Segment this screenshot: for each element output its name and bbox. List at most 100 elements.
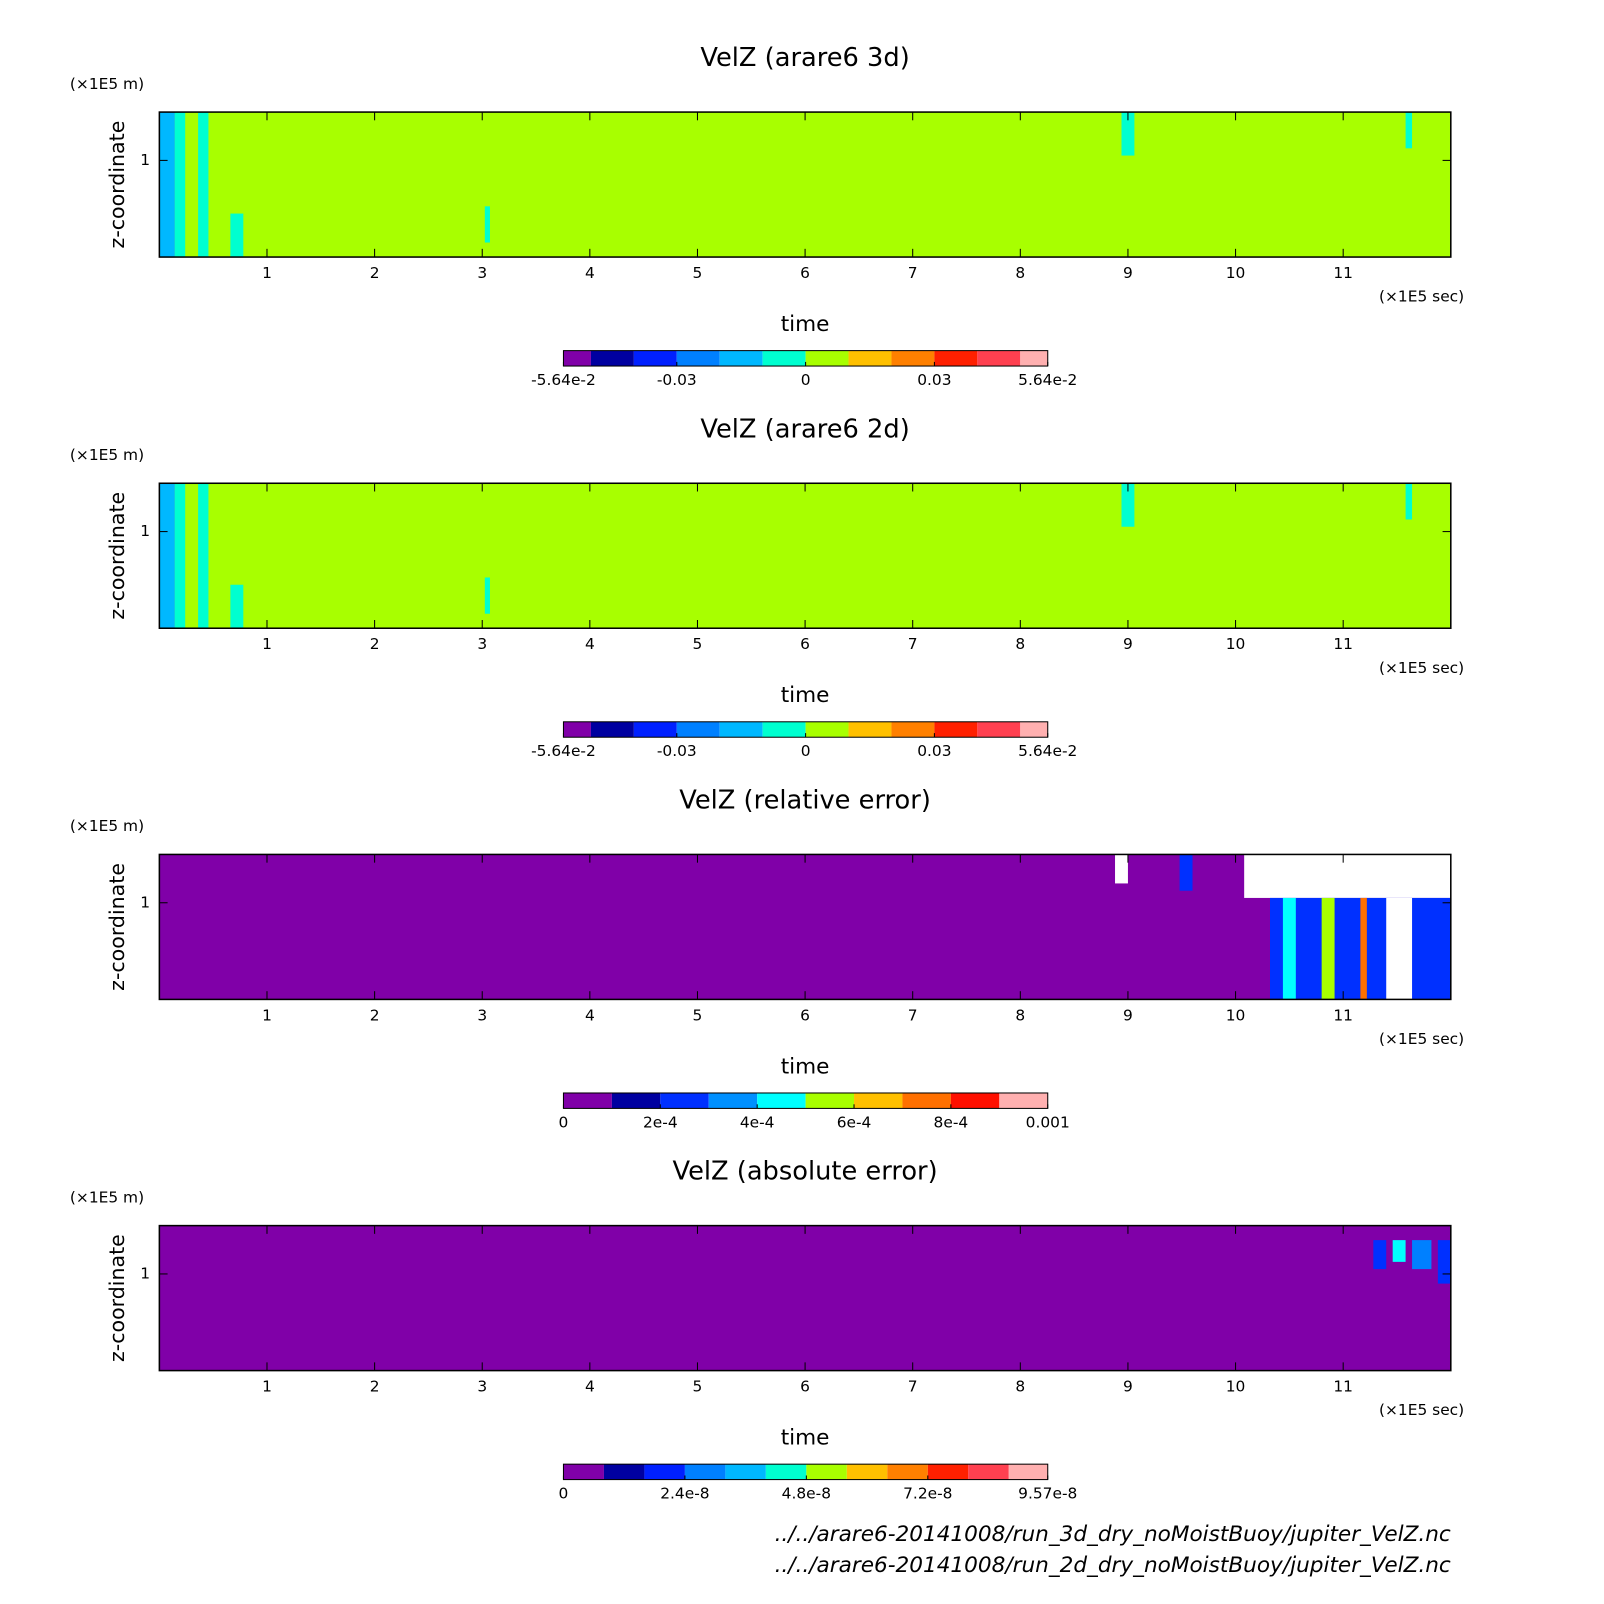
colorbar-segment — [806, 1464, 847, 1480]
chart-title: VelZ (arare6 2d) — [700, 414, 909, 444]
colorbar-segment — [977, 721, 1021, 738]
colorbar-tick-label: 0.001 — [1026, 1113, 1070, 1131]
x-unit: (×1E5 sec) — [1379, 1401, 1464, 1419]
colorbar-segment — [719, 721, 763, 738]
colorbar-segment — [708, 1092, 758, 1109]
field-feature — [230, 584, 244, 629]
colorbar-segment — [1008, 1464, 1048, 1480]
colorbar-segment — [934, 350, 978, 367]
heatmap-field — [159, 854, 1451, 1000]
colorbar-segment — [846, 1464, 888, 1480]
y-tick-label: 1 — [140, 1264, 150, 1282]
colorbar-segment — [563, 350, 591, 367]
colorbar-tick-label: -5.64e-2 — [531, 742, 596, 760]
field-feature — [1373, 1240, 1387, 1270]
x-tick-label: 7 — [908, 264, 918, 282]
x-tick-label: 1 — [262, 635, 272, 653]
y-axis-label: z-coordinate — [105, 492, 129, 620]
colorbar-segment — [719, 350, 763, 367]
x-tick-label: 2 — [370, 1006, 380, 1024]
x-tick-label: 9 — [1123, 264, 1133, 282]
colorbar-segment — [762, 721, 806, 738]
x-tick-label: 6 — [800, 264, 810, 282]
colorbar-segment — [603, 1464, 645, 1480]
colorbar-segment — [676, 721, 720, 738]
x-tick-label: 11 — [1333, 264, 1353, 282]
colorbar-segment — [805, 1092, 855, 1109]
x-tick-label: 6 — [800, 1006, 810, 1024]
colorbar-frame — [562, 1092, 1049, 1109]
field-feature — [1405, 483, 1413, 520]
x-tick-label: 10 — [1226, 1006, 1246, 1024]
colorbar-segment — [1020, 350, 1048, 367]
colorbar-segment — [563, 1092, 612, 1109]
x-tick-label: 8 — [1015, 635, 1025, 653]
x-tick-label: 6 — [800, 635, 810, 653]
y-axis-label: z-coordinate — [105, 863, 129, 991]
x-tick-label: 11 — [1333, 1378, 1353, 1396]
chart-title: VelZ (absolute error) — [673, 1157, 938, 1187]
field-feature — [1405, 112, 1413, 149]
x-tick-label: 7 — [908, 1378, 918, 1396]
colorbar-tick-label: -0.03 — [657, 742, 697, 760]
colorbar-segment — [757, 1092, 806, 1109]
field-feature — [1282, 897, 1296, 1000]
x-tick-label: 2 — [370, 635, 380, 653]
y-axis-label: z-coordinate — [105, 1234, 129, 1362]
x-tick-label: 4 — [585, 1006, 595, 1024]
field-feature — [1386, 897, 1413, 1000]
x-tick-label: 8 — [1015, 264, 1025, 282]
colorbar-frame — [562, 1463, 1049, 1481]
x-axis-label: time — [781, 1054, 830, 1079]
field-feature — [230, 213, 244, 258]
field-background — [159, 483, 1451, 629]
colorbar-tick-label: 5.64e-2 — [1018, 742, 1077, 760]
x-unit: (×1E5 sec) — [1379, 659, 1464, 677]
colorbar-segment — [934, 721, 978, 738]
colorbar-segment — [590, 350, 634, 367]
colorbar-tick-label: 0 — [559, 1484, 569, 1502]
x-tick-label: 2 — [370, 1378, 380, 1396]
colorbar-segment — [968, 1464, 1009, 1480]
x-tick-label: 2 — [370, 264, 380, 282]
colorbar-tick-label: 2e-4 — [643, 1113, 678, 1131]
x-axis-label: time — [781, 683, 830, 708]
field-feature — [484, 577, 490, 614]
colorbar-segment — [887, 1464, 928, 1480]
colorbar-segment — [725, 1464, 766, 1480]
y-tick-label: 1 — [140, 522, 150, 540]
x-tick-label: 7 — [908, 1006, 918, 1024]
x-tick-label: 3 — [477, 1006, 487, 1024]
x-tick-label: 1 — [262, 1006, 272, 1024]
colorbar-tick-label: 0 — [801, 742, 811, 760]
x-tick-label: 1 — [262, 1378, 272, 1396]
colorbar-tick-label: 6e-4 — [837, 1113, 872, 1131]
field-feature — [174, 112, 186, 258]
x-tick-label: 5 — [693, 1378, 703, 1396]
x-tick-label: 1 — [262, 264, 272, 282]
colorbar-segment — [891, 721, 935, 738]
field-feature — [198, 483, 209, 629]
field-feature — [1437, 1240, 1451, 1284]
x-tick-label: 5 — [693, 635, 703, 653]
field-feature — [159, 112, 175, 258]
colorbar-segment — [950, 1092, 1000, 1109]
x-tick-label: 10 — [1226, 635, 1246, 653]
y-tick-label: 1 — [140, 893, 150, 911]
y-unit: (×1E5 m) — [70, 817, 144, 835]
field-feature — [1179, 854, 1193, 891]
heatmap-field — [159, 112, 1451, 258]
field-feature — [1412, 1240, 1432, 1270]
field-feature — [1360, 897, 1367, 1000]
colorbar-tick-label: 5.64e-2 — [1018, 371, 1077, 389]
colorbar-segment — [902, 1092, 951, 1109]
colorbar-segment — [854, 1092, 903, 1109]
colorbar-segment — [977, 350, 1021, 367]
x-tick-label: 4 — [585, 1378, 595, 1396]
colorbar-tick-label: 0 — [801, 371, 811, 389]
colorbar-tick-label: 7.2e-8 — [903, 1484, 952, 1502]
field-feature — [1115, 854, 1128, 884]
x-tick-label: 9 — [1123, 635, 1133, 653]
colorbar-segment — [848, 721, 892, 738]
y-unit: (×1E5 m) — [70, 446, 144, 464]
